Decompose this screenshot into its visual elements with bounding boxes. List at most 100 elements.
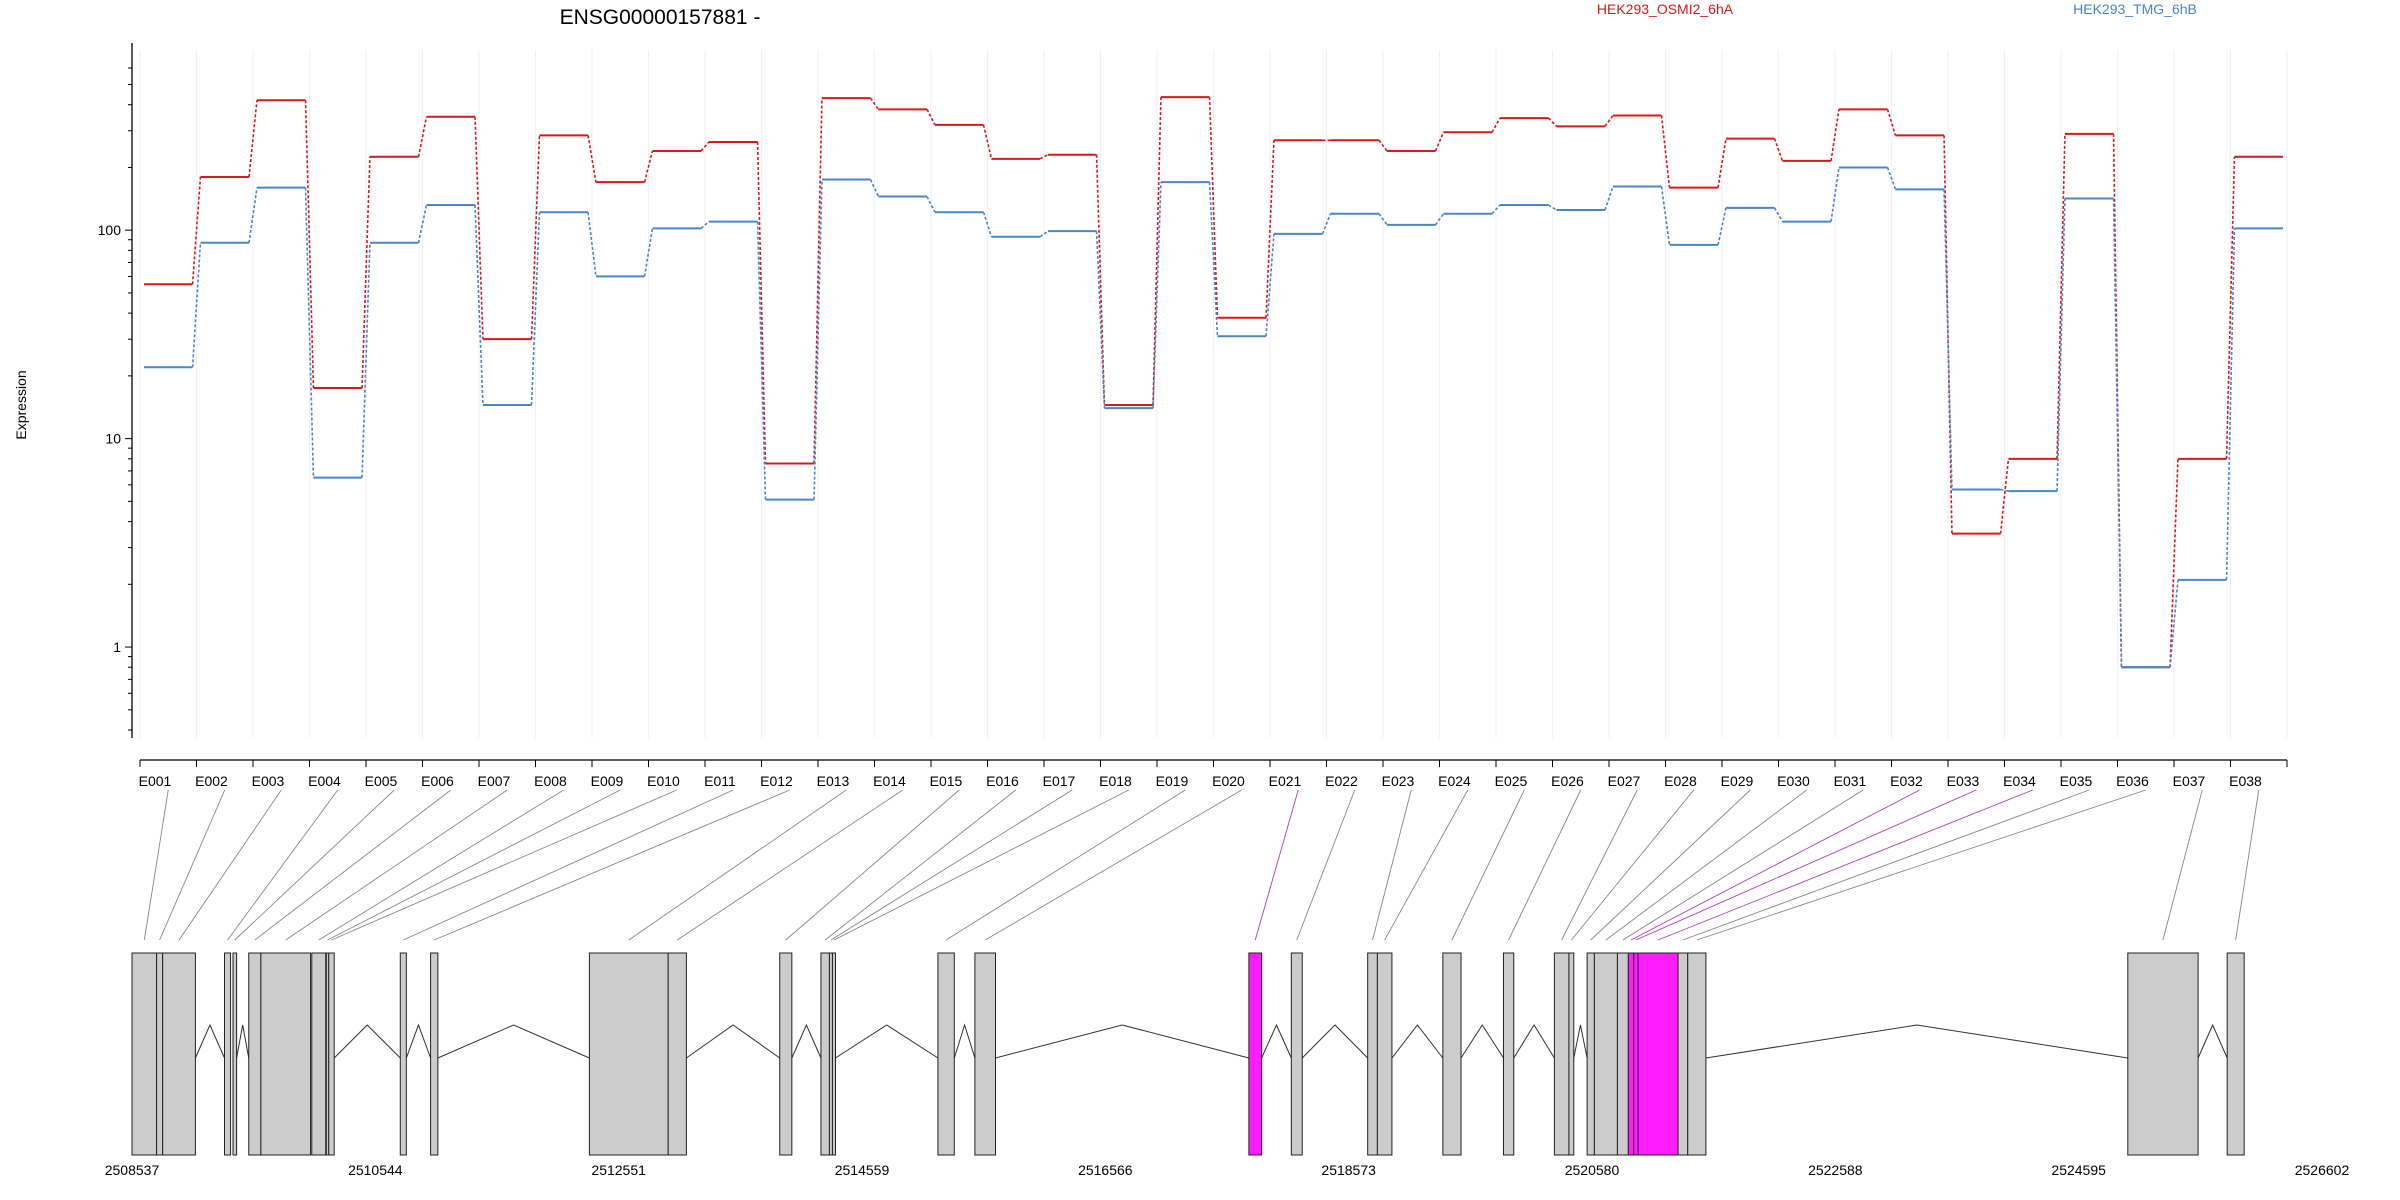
x-tick-label: E023 xyxy=(1382,773,1415,789)
x-tick-label: E008 xyxy=(534,773,567,789)
x-tick-label: E004 xyxy=(308,773,341,789)
exon-box xyxy=(1586,952,1595,1156)
exon-connector xyxy=(833,789,1129,941)
exon-box xyxy=(1627,952,1635,1156)
x-tick-label: E016 xyxy=(986,773,1019,789)
x-tick-label: E003 xyxy=(252,773,285,789)
series-connector xyxy=(1830,167,1840,222)
series-connector xyxy=(361,156,371,388)
exon-connector xyxy=(984,789,1242,941)
exon-connector xyxy=(1630,789,1920,941)
exon-connector xyxy=(1571,789,1695,941)
gene-model: 2508537 2510544 2512551 2514559 2516566 25185… xyxy=(105,789,2350,1178)
chart-title: ENSG00000157881 - xyxy=(560,6,761,29)
series-connector xyxy=(1095,154,1106,406)
series-connector xyxy=(2225,156,2236,459)
series-connector xyxy=(417,116,428,157)
exon-box xyxy=(156,952,164,1156)
series-connector xyxy=(1491,204,1501,215)
x-tick-label: E035 xyxy=(2060,773,2093,789)
exon-box xyxy=(1290,952,1303,1156)
exon-connector xyxy=(254,789,452,941)
series-connector xyxy=(587,212,597,277)
exon-box xyxy=(1637,952,1679,1156)
genome-tick-label: 2520580 xyxy=(1565,1162,1620,1178)
x-tick-label: E032 xyxy=(1890,773,1923,789)
intron-line xyxy=(1391,1024,1444,1059)
exon-connector xyxy=(1451,789,1525,941)
x-tick-label: E009 xyxy=(591,773,624,789)
series-connector xyxy=(926,108,936,126)
exon-box xyxy=(399,952,407,1156)
exon-box xyxy=(1633,952,1639,1156)
exon-box xyxy=(2226,952,2245,1156)
x-tick-label: E001 xyxy=(139,773,172,789)
series-connector xyxy=(1208,97,1219,318)
x-tick-label: E006 xyxy=(421,773,454,789)
exon-box xyxy=(2127,952,2199,1156)
y-tick-label: 10 xyxy=(105,431,121,447)
series-2 xyxy=(143,166,2284,669)
legend-entry-1: HEK293_OSMI2_6hA xyxy=(1597,1,1734,17)
series-connector xyxy=(191,242,202,368)
series-connector xyxy=(1039,154,1049,160)
series-connector xyxy=(1773,207,1784,222)
series-connector xyxy=(926,196,936,213)
exon-connector xyxy=(1254,789,1299,941)
intron-line xyxy=(1261,1023,1292,1059)
series-connector xyxy=(1547,117,1558,127)
series-connector xyxy=(1604,115,1614,127)
series-connector xyxy=(1943,189,1953,490)
series-connector xyxy=(587,135,597,183)
series-connector xyxy=(530,212,541,406)
series-connector xyxy=(304,100,315,388)
exon-box xyxy=(232,952,238,1156)
exon-box xyxy=(1616,952,1629,1156)
intron-line xyxy=(2197,1023,2228,1059)
series-connector xyxy=(1378,213,1388,226)
series-connector xyxy=(1208,182,1219,337)
y-tick-label: 1 xyxy=(113,639,121,655)
exon-box xyxy=(1502,952,1515,1156)
intron-line xyxy=(1513,1024,1555,1059)
exon-box xyxy=(1677,952,1689,1156)
intron-line xyxy=(333,1024,401,1059)
exon-box xyxy=(1367,952,1378,1156)
x-tick-label: E013 xyxy=(817,773,850,789)
series-connector xyxy=(530,135,541,340)
exon-connector xyxy=(1696,789,2146,941)
series-connector xyxy=(982,124,993,160)
x-tick-label: E030 xyxy=(1777,773,1810,789)
exon-box xyxy=(820,952,830,1156)
series-connector xyxy=(248,100,258,178)
genome-tick-label: 2526602 xyxy=(2295,1162,2350,1178)
exon-connector xyxy=(824,789,1017,941)
intron-line xyxy=(1573,1024,1588,1059)
series-connector xyxy=(1717,207,1727,246)
series-connector xyxy=(1039,230,1049,238)
series-connector xyxy=(248,187,258,243)
series-connector xyxy=(417,204,428,243)
exon-connector xyxy=(830,789,1073,941)
x-tick-label: E026 xyxy=(1551,773,1584,789)
series-connector xyxy=(2112,198,2123,668)
exon-connector xyxy=(1296,789,1356,941)
x-tick-label: E015 xyxy=(930,773,963,789)
x-tick-label: E027 xyxy=(1608,773,1641,789)
x-tick-label: E007 xyxy=(478,773,511,789)
series-connector xyxy=(982,211,993,238)
genome-tick-label: 2510544 xyxy=(348,1162,403,1178)
series-connector xyxy=(1491,117,1501,133)
series-connector xyxy=(700,220,710,230)
x-tick-label: E034 xyxy=(2003,773,2036,789)
intron-line xyxy=(405,1023,432,1059)
x-tick-label: E002 xyxy=(195,773,228,789)
y-axis-label: Expression xyxy=(13,370,29,439)
exon-connector xyxy=(327,789,621,941)
x-tick-label: E019 xyxy=(1156,773,1189,789)
exon-box xyxy=(1593,952,1618,1156)
intron-line xyxy=(437,1024,590,1059)
series-connector xyxy=(1886,109,1897,136)
exon-connector xyxy=(628,789,847,941)
